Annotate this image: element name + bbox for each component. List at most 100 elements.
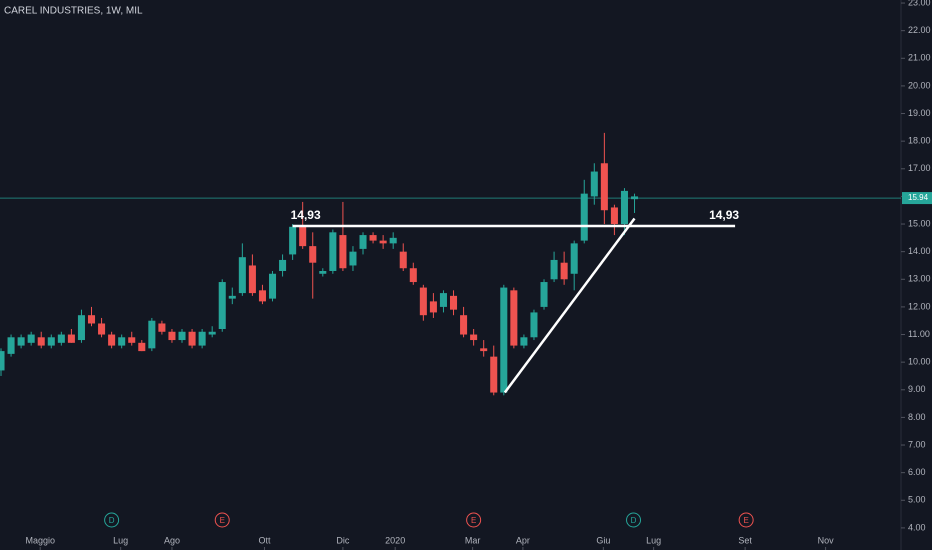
candle-body (158, 323, 166, 332)
event-label: E (220, 516, 225, 525)
candle-body (238, 257, 246, 294)
candle-body (138, 342, 146, 352)
candle-body (218, 282, 226, 330)
candle-body (409, 268, 417, 283)
candle-body (399, 251, 407, 269)
candle-body (108, 334, 116, 346)
event-label: D (631, 516, 637, 525)
candle-body (148, 320, 156, 349)
candle-body (67, 334, 75, 343)
candle-body (248, 265, 256, 294)
candle-body (520, 337, 528, 346)
x-tick-label: Lug (646, 535, 661, 545)
trend-line (503, 217, 636, 394)
y-tick-label: 15.00 (908, 218, 931, 228)
candle-body (349, 251, 357, 266)
candle-body (450, 295, 458, 310)
y-tick-label: 23.00 (908, 0, 931, 7)
y-tick-label: 20.00 (908, 80, 931, 90)
event-marker (214, 512, 230, 528)
candle-body (570, 243, 578, 274)
candle-body (27, 334, 35, 343)
candle-body (510, 290, 518, 346)
candle-body (550, 259, 558, 280)
candle-body (258, 290, 266, 302)
candle-body (208, 331, 216, 335)
x-tick-label: Giu (596, 535, 610, 545)
candle-body (98, 323, 106, 335)
y-tick-label: 22.00 (908, 25, 931, 35)
event-label: E (471, 516, 476, 525)
x-tick-label: Ago (164, 535, 180, 545)
y-tick-label: 6.00 (908, 467, 926, 477)
candle-body (620, 190, 628, 225)
y-tick-label: 14.00 (908, 246, 931, 256)
x-tick-label: Maggio (25, 535, 55, 545)
candle-body (560, 262, 568, 280)
y-tick-label: 13.00 (908, 274, 931, 284)
candle-body (0, 351, 5, 371)
candle-body (198, 331, 206, 346)
chart-title: CAREL INDUSTRIES, 1W, MIL (4, 6, 143, 17)
candle-body (359, 235, 367, 249)
candle-body (178, 331, 186, 341)
candle-body (7, 337, 15, 354)
y-tick-label: 17.00 (908, 163, 931, 173)
candle-body (600, 163, 608, 211)
candle-body (470, 334, 478, 341)
candle-body (389, 237, 397, 244)
candle-body (631, 196, 639, 200)
candle-body (168, 331, 176, 341)
candle-body (590, 171, 598, 197)
candle-body (268, 273, 277, 299)
x-tick-label: Ott (258, 535, 271, 545)
candle-body (309, 246, 317, 263)
last-price-label: 15.94 (908, 193, 929, 202)
event-marker (626, 512, 642, 528)
y-tick-label: 11.00 (908, 329, 930, 339)
candle-body (460, 315, 468, 335)
candle-body (580, 193, 588, 241)
event-label: D (109, 516, 115, 525)
event-marker (466, 512, 482, 528)
x-tick-label: Lug (113, 535, 128, 545)
y-tick-label: 19.00 (908, 108, 931, 118)
y-tick-label: 18.00 (908, 136, 931, 146)
candle-body (128, 337, 136, 343)
candle-body (339, 235, 347, 269)
candle-body (379, 240, 387, 244)
candle-body (289, 226, 297, 255)
candle-body (77, 315, 85, 341)
candle-body (500, 287, 508, 393)
y-tick-label: 7.00 (908, 439, 926, 449)
y-tick-label: 21.00 (908, 53, 931, 63)
event-label: E (743, 516, 748, 525)
candle-body (47, 337, 55, 346)
y-tick-label: 9.00 (908, 384, 926, 394)
level-label: 14,93 (291, 208, 321, 222)
candle-body (87, 315, 96, 324)
last-price-box (902, 192, 932, 205)
candle-body (228, 295, 236, 299)
y-tick-label: 8.00 (908, 412, 926, 422)
candle-body (490, 356, 498, 393)
candle-body (17, 337, 25, 346)
x-tick-label: Set (738, 535, 752, 545)
candle-body (540, 282, 548, 307)
y-tick-label: 5.00 (908, 495, 926, 505)
candle-body (188, 331, 196, 346)
candle-body (118, 337, 126, 346)
candle-body (480, 348, 488, 352)
candle-body (610, 207, 618, 225)
event-marker (104, 512, 120, 528)
level-label: 14,93 (709, 208, 739, 222)
x-tick-label: Dic (336, 535, 349, 545)
x-tick-label: Apr (516, 535, 530, 545)
candle-body (429, 301, 437, 313)
y-tick-label: 12.00 (908, 301, 931, 311)
candle-body (37, 337, 45, 346)
y-tick-label: 4.00 (908, 522, 926, 532)
x-tick-label: Mar (465, 535, 481, 545)
